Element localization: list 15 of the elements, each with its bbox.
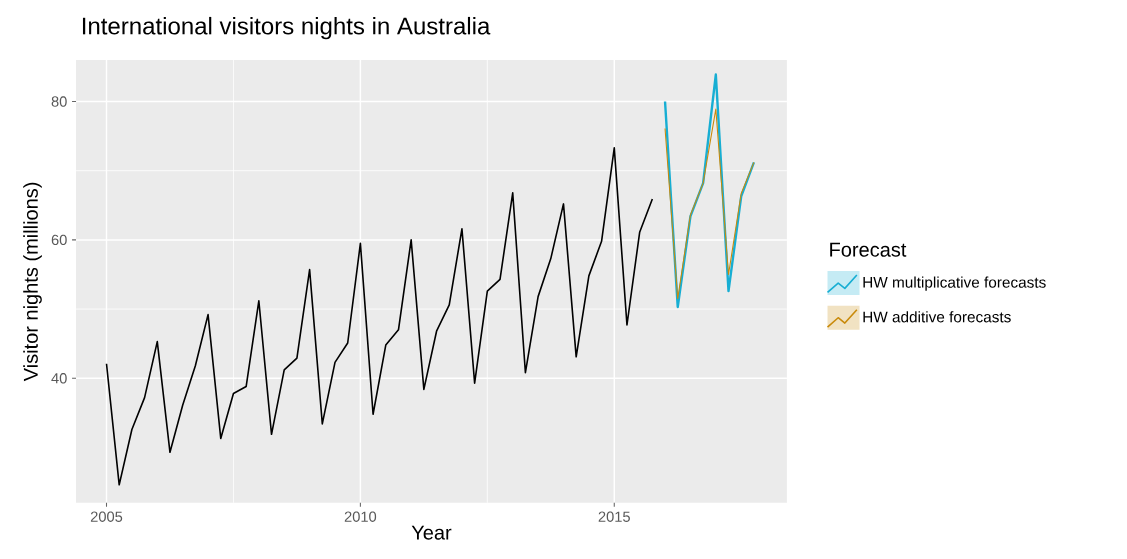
y-tick-label: 60 <box>51 234 67 246</box>
legend-label: HW multiplicative forecasts <box>863 276 1046 291</box>
legend-label: HW additive forecasts <box>863 311 1011 323</box>
chart-title: International visitors nights in Australia <box>82 17 491 40</box>
line-series <box>663 73 756 309</box>
x-tick-label: 2010 <box>344 511 377 522</box>
line-series <box>664 108 755 300</box>
x-tick-label: 2015 <box>598 511 630 522</box>
legend-title: Forecast <box>830 242 907 257</box>
x-axis-title: Year <box>411 525 452 540</box>
y-tick-label: 80 <box>51 96 67 107</box>
y-axis-title: Visitor nights (millions) <box>23 182 42 382</box>
line-series <box>105 147 654 486</box>
x-tick-label: 2005 <box>90 511 123 522</box>
y-tick-label: 40 <box>51 373 67 384</box>
